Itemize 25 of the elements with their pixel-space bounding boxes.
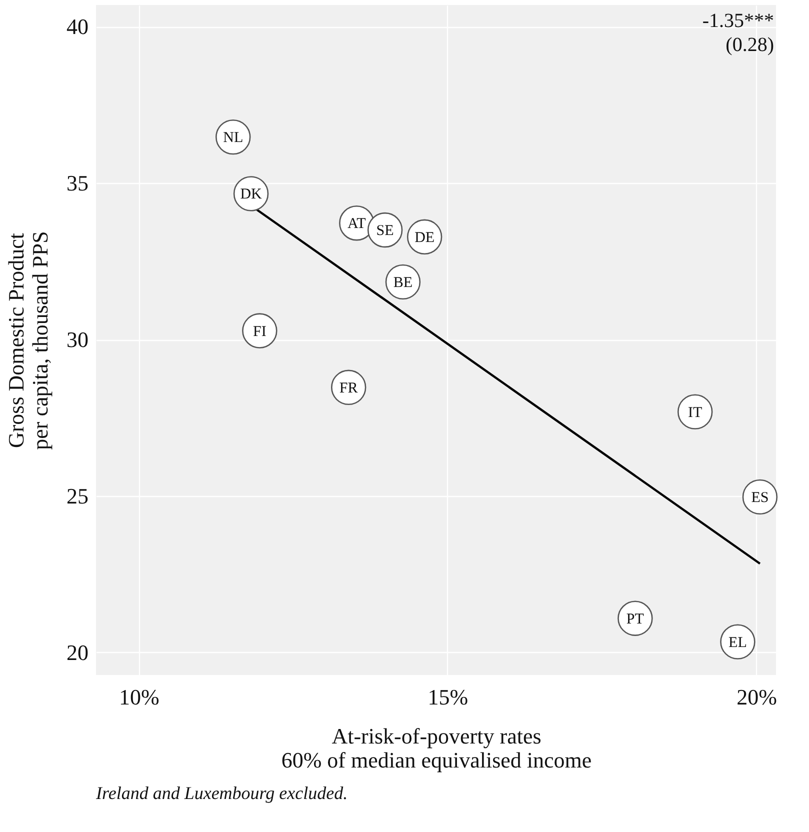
annotation: EL: [728, 634, 747, 651]
x-tick-label: 20%: [736, 684, 777, 710]
x-tick-label: 15%: [428, 684, 468, 710]
annotation: DK: [240, 186, 262, 203]
annotation: NL: [223, 130, 244, 146]
annotation: SE: [376, 223, 394, 239]
y-tick-label: 25: [66, 484, 88, 508]
annotation: AT: [347, 216, 366, 232]
annotation: BE: [393, 274, 413, 291]
y-tick-label: 30: [66, 327, 88, 352]
y-tick-label: 20: [66, 640, 88, 665]
annotation: -1.35*** (0.28): [702, 10, 774, 56]
y-axis-title: Gross Domestic Product per capita, thousand PPS: [4, 231, 52, 450]
annotation: IT: [688, 404, 702, 421]
annotation: DE: [414, 230, 435, 246]
annotation: PT: [626, 611, 644, 628]
text: Ireland and Luxembourg excluded.: [95, 783, 348, 803]
x-axis-title: At-risk-of-poverty rates 60% of median equivalised income: [281, 724, 592, 772]
y-tick-label: 35: [66, 170, 88, 196]
y-tick-label: 40: [66, 14, 88, 40]
annotation: ES: [751, 490, 769, 506]
x-tick-label: 10%: [118, 684, 160, 710]
annotation: FI: [253, 324, 266, 340]
annotation: FR: [339, 380, 358, 396]
point: [242, 313, 278, 348]
